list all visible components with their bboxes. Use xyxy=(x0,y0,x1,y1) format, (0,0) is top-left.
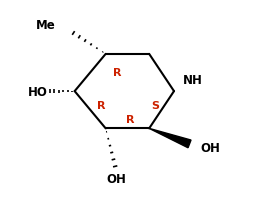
Text: OH: OH xyxy=(200,141,220,154)
Polygon shape xyxy=(149,129,191,148)
Text: NH: NH xyxy=(183,74,203,87)
Text: S: S xyxy=(151,100,159,110)
Text: R: R xyxy=(97,100,106,110)
Text: OH: OH xyxy=(106,172,126,185)
Text: Me: Me xyxy=(36,19,56,32)
Text: HO: HO xyxy=(27,85,47,98)
Text: R: R xyxy=(113,68,121,78)
Text: R: R xyxy=(126,115,135,124)
